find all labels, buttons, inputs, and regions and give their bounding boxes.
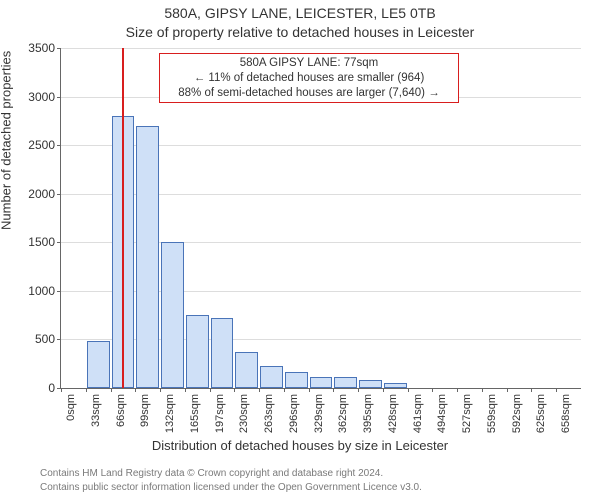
xtick-mark [259,388,260,392]
xtick-mark [309,388,310,392]
xtick-label: 329sqm [313,394,325,433]
plot-area: 05001000150020002500300035000sqm33sqm66s… [60,48,581,389]
xtick-mark [507,388,508,392]
x-axis-label: Distribution of detached houses by size … [0,438,600,453]
histogram-bar [136,126,159,388]
xtick-mark [61,388,62,392]
ytick-label: 500 [35,332,55,346]
xtick-mark [284,388,285,392]
xtick-mark [408,388,409,392]
histogram-bar [186,315,209,388]
gridline [61,48,581,49]
histogram-bar [211,318,234,388]
ytick-label: 3500 [28,41,55,55]
xtick-label: 559sqm [486,394,498,433]
xtick-mark [457,388,458,392]
chart-container: { "chart": { "type": "histogram", "title… [0,0,600,500]
xtick-label: 461sqm [412,394,424,433]
histogram-bar [310,377,333,388]
ytick-mark [57,145,61,146]
xtick-label: 428sqm [387,394,399,433]
property-marker-line [122,48,124,388]
xtick-mark [135,388,136,392]
xtick-label: 197sqm [214,394,226,433]
xtick-label: 362sqm [337,394,349,433]
footer-line-1: Contains HM Land Registry data © Crown c… [40,468,383,479]
xtick-mark [556,388,557,392]
xtick-label: 494sqm [436,394,448,433]
xtick-label: 132sqm [164,394,176,433]
ytick-label: 3000 [28,90,55,104]
ytick-mark [57,339,61,340]
annotation-box: 580A GIPSY LANE: 77sqm← 11% of detached … [159,53,459,103]
xtick-label: 230sqm [238,394,250,433]
xtick-label: 296sqm [288,394,300,433]
annotation-line-0: 580A GIPSY LANE: 77sqm [164,56,454,71]
xtick-mark [111,388,112,392]
histogram-bar [334,377,357,388]
xtick-mark [432,388,433,392]
xtick-mark [383,388,384,392]
xtick-mark [531,388,532,392]
y-axis-label: Number of detached properties [0,51,14,230]
xtick-mark [210,388,211,392]
ytick-label: 0 [48,381,55,395]
histogram-bar [161,242,184,388]
xtick-label: 165sqm [189,394,201,433]
annotation-line-1: ← 11% of detached houses are smaller (96… [164,71,454,86]
xtick-label: 99sqm [139,394,151,427]
ytick-mark [57,242,61,243]
ytick-label: 2000 [28,187,55,201]
xtick-mark [160,388,161,392]
xtick-mark [333,388,334,392]
chart-title-main: 580A, GIPSY LANE, LEICESTER, LE5 0TB [0,5,600,21]
xtick-mark [358,388,359,392]
xtick-label: 66sqm [115,394,127,427]
ytick-mark [57,291,61,292]
xtick-mark [234,388,235,392]
xtick-label: 658sqm [560,394,572,433]
histogram-bar [384,383,407,388]
ytick-label: 1500 [28,235,55,249]
xtick-mark [482,388,483,392]
xtick-mark [86,388,87,392]
histogram-bar [285,372,308,388]
xtick-label: 263sqm [263,394,275,433]
xtick-label: 395sqm [362,394,374,433]
xtick-label: 33sqm [90,394,102,427]
chart-title-sub: Size of property relative to detached ho… [0,24,600,40]
xtick-label: 625sqm [535,394,547,433]
xtick-label: 592sqm [511,394,523,433]
ytick-label: 1000 [28,284,55,298]
ytick-mark [57,48,61,49]
annotation-line-2: 88% of semi-detached houses are larger (… [164,86,454,101]
histogram-bar [235,352,258,388]
ytick-label: 2500 [28,138,55,152]
ytick-mark [57,97,61,98]
xtick-label: 527sqm [461,394,473,433]
xtick-mark [185,388,186,392]
histogram-bar [87,341,110,388]
ytick-mark [57,194,61,195]
xtick-label: 0sqm [65,394,77,421]
histogram-bar [260,366,283,388]
footer-line-2: Contains public sector information licen… [40,482,422,493]
histogram-bar [359,380,382,388]
